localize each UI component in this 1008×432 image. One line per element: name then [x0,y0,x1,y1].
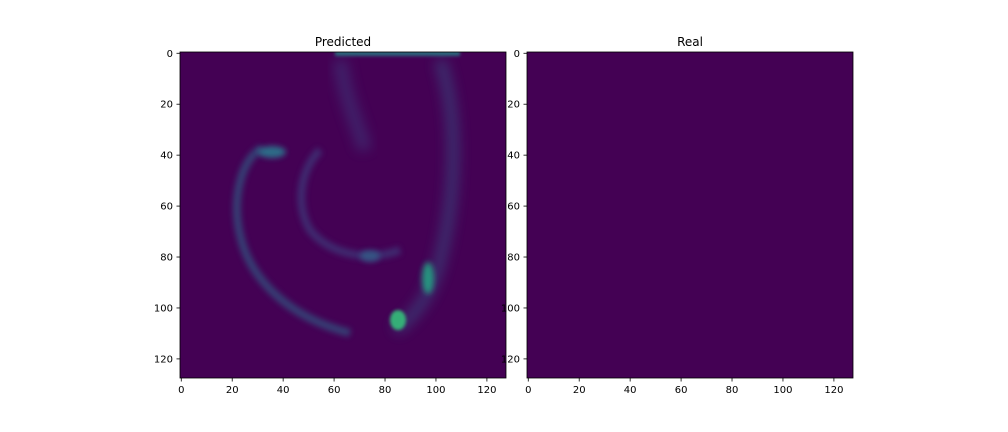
predicted-x-tick-label: 60 [328,385,341,396]
predicted-heatmap-image [232,52,460,337]
predicted-x-tick-label: 40 [277,385,290,396]
predicted-mid-spot [360,250,380,262]
real-axes: 0 20 40 60 80 100 120 0 20 40 60 80 100 120 [501,49,854,396]
predicted-y-tick-label: 60 [160,202,173,213]
predicted-left-arc-highlight [258,146,286,158]
real-y-tick-label: 100 [501,303,520,314]
real-x-tick-label: 40 [624,385,637,396]
predicted-y-tick-label: 100 [154,303,173,314]
real-y-tick-label: 40 [507,151,520,162]
predicted-top-streak [335,52,460,56]
real-x-tick-label: 80 [726,385,739,396]
predicted-x-tick-label: 120 [477,385,496,396]
real-x-tick-label: 20 [573,385,586,396]
real-x-tick-label: 120 [824,385,843,396]
predicted-axes-frame [179,51,507,379]
real-y-tick-label: 120 [501,354,520,365]
predicted-y-tick-label: 20 [160,100,173,111]
predicted-x-tick-label: 0 [178,385,184,396]
predicted-y-tick-label: 40 [160,151,173,162]
predicted-y-tick-label: 80 [160,253,173,264]
predicted-x-tick-label: 20 [226,385,239,396]
real-heatmap-background [527,52,853,378]
real-x-tick-label: 60 [675,385,688,396]
predicted-x-tick-label: 80 [379,385,392,396]
real-y-tick-label: 80 [507,253,520,264]
real-y-tick-label: 20 [507,100,520,111]
real-axes-frame [526,51,854,379]
predicted-upper-left-column [333,59,372,152]
predicted-title: Predicted [315,35,371,49]
real-x-tick-label: 0 [525,385,531,396]
predicted-y-tick-label: 120 [154,354,173,365]
panel-real: Real 0 20 40 60 80 100 120 0 20 40 60 80 100 120 [501,35,854,396]
real-title: Real [677,35,703,49]
predicted-axes: 0 20 40 60 80 100 120 0 20 40 60 80 100 120 [154,49,507,396]
predicted-right-column [391,58,460,335]
predicted-y-tick-label: 0 [167,49,173,60]
real-y-tick-label: 60 [507,202,520,213]
real-x-tick-label: 100 [773,385,792,396]
predicted-left-arc [232,144,351,337]
predicted-bright-blob [390,310,406,330]
real-y-tick-label: 0 [514,49,520,60]
predicted-x-tick-label: 100 [426,385,445,396]
panel-predicted: Predicted 0 20 40 60 80 100 120 0 20 40 60 80 100 120 [154,35,507,396]
predicted-right-streak [422,262,434,294]
